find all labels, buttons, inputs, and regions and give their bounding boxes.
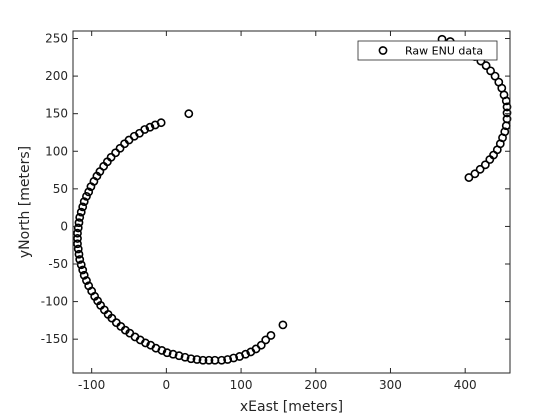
y-tick-label: 50 [53, 182, 68, 196]
data-point [150, 120, 160, 130]
data-point [475, 164, 485, 174]
legend: Raw ENU data [357, 40, 498, 61]
x-tick-label: 200 [304, 378, 327, 392]
data-point [464, 173, 474, 182]
data-point [278, 320, 288, 330]
plot-frame [72, 30, 511, 374]
data-point [76, 207, 86, 217]
data-point [145, 122, 155, 132]
data-point [73, 239, 82, 249]
y-tick-label: 200 [45, 69, 68, 83]
data-point [174, 351, 184, 361]
data-point [78, 202, 88, 212]
x-tick-label: -100 [78, 378, 105, 392]
data-point [217, 355, 227, 365]
legend-marker-icon [378, 46, 388, 55]
data-point [184, 109, 194, 119]
data-point [180, 352, 190, 362]
data-point [73, 228, 82, 238]
y-tick-label: 150 [45, 107, 68, 121]
data-point [82, 191, 91, 201]
x-tick-label: 100 [230, 378, 253, 392]
data-point [266, 331, 276, 340]
data-point [223, 355, 233, 364]
x-tick-label: 0 [163, 378, 171, 392]
y-tick-label: 0 [60, 219, 68, 233]
data-point [470, 169, 480, 179]
data-point [84, 187, 94, 197]
x-tick-label: 300 [379, 378, 402, 392]
data-point [73, 234, 82, 243]
data-point [107, 313, 117, 323]
data-point [168, 349, 178, 359]
data-point [198, 355, 208, 365]
data-point [76, 260, 86, 270]
data-point [241, 349, 250, 359]
y-tick-label: -50 [48, 257, 68, 271]
data-point [494, 77, 504, 87]
y-tick-label: -150 [41, 332, 68, 346]
legend-box [357, 40, 498, 61]
data-point [486, 66, 495, 76]
data-point [502, 108, 512, 118]
data-point [186, 354, 196, 364]
data-point [261, 335, 271, 345]
x-axis-ticks: -100 0 100 200 300 400 [78, 31, 477, 392]
y-axis-ticks: -150 -100 -50 0 50 100 150 200 250 [41, 32, 510, 346]
data-point [79, 197, 89, 207]
data-point [79, 270, 89, 280]
data-point [120, 139, 129, 149]
x-tick-label: 400 [454, 378, 477, 392]
y-tick-label: 250 [45, 32, 68, 46]
data-point [73, 244, 83, 254]
data-point [111, 148, 120, 158]
data-markers [73, 34, 512, 365]
data-point [500, 127, 510, 137]
data-point [490, 71, 500, 81]
data-point [502, 102, 512, 112]
y-tick-label: -100 [41, 295, 68, 309]
data-point [481, 61, 491, 70]
data-point [78, 265, 88, 275]
data-point [82, 276, 91, 285]
data-point [162, 348, 172, 358]
data-point [229, 353, 239, 363]
x-axis-label: xEast [meters] [240, 399, 343, 415]
y-axis-label: yNorth [meters] [17, 146, 33, 258]
data-point [480, 160, 490, 170]
y-tick-label: 100 [45, 144, 68, 158]
data-point [74, 218, 84, 228]
plot-area [73, 31, 510, 373]
data-point [204, 355, 214, 365]
data-point [141, 338, 150, 348]
data-point [86, 182, 96, 191]
data-point [157, 346, 167, 355]
data-point [75, 255, 85, 264]
data-point [502, 114, 512, 124]
data-point [192, 355, 202, 364]
data-point [115, 143, 125, 153]
data-point [73, 223, 83, 233]
legend-label: Raw ENU data [405, 45, 483, 58]
data-point [75, 213, 85, 222]
data-point [74, 249, 84, 259]
data-point [256, 340, 266, 350]
